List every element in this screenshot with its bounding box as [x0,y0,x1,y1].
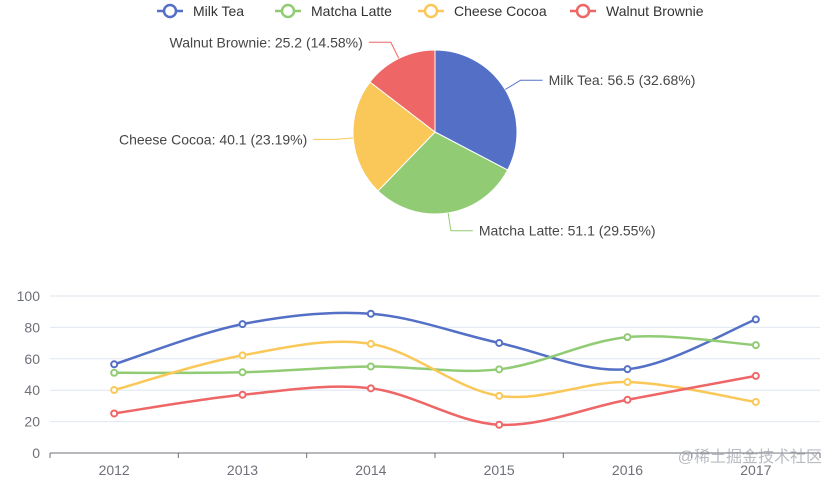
x-tick-label-2013: 2013 [227,462,258,478]
data-point-matcha-latte-2014[interactable] [366,362,375,371]
data-point-cheese-cocoa-2013[interactable] [238,351,247,360]
data-point-matcha-latte-2012[interactable] [110,368,119,377]
data-point-matcha-latte-2013[interactable] [238,368,247,377]
data-point-walnut-brownie-2013[interactable] [238,390,247,399]
data-point-cheese-cocoa-2012[interactable] [110,386,119,395]
data-point-walnut-brownie-2015[interactable] [495,420,504,429]
data-point-milk-tea-2016[interactable] [623,365,632,374]
data-point-cheese-cocoa-2016[interactable] [623,378,632,387]
y-tick-label-40: 40 [24,382,40,398]
data-point-matcha-latte-2016[interactable] [623,333,632,342]
pie-label-matcha-latte: Matcha Latte: 51.1 (29.55%) [479,223,656,239]
data-point-milk-tea-2017[interactable] [751,315,760,324]
series-cheese-cocoa [110,339,760,406]
y-tick-label-0: 0 [32,445,40,461]
data-point-cheese-cocoa-2017[interactable] [751,397,760,406]
pie-label-milk-tea: Milk Tea: 56.5 (32.68%) [549,72,696,88]
data-point-milk-tea-2013[interactable] [238,320,247,329]
data-point-walnut-brownie-2012[interactable] [110,409,119,418]
data-point-walnut-brownie-2016[interactable] [623,395,632,404]
series-line-cheese-cocoa [113,340,757,404]
watermark-text: @稀土掘金技术社区 [678,448,822,466]
data-point-cheese-cocoa-2015[interactable] [495,391,504,400]
pie-label-line-walnut-brownie [368,41,400,59]
pie-label-cheese-cocoa: Cheese Cocoa: 40.1 (23.19%) [119,131,307,147]
data-point-milk-tea-2015[interactable] [495,338,504,347]
data-point-walnut-brownie-2014[interactable] [366,384,375,393]
y-tick-label-60: 60 [24,351,40,367]
pie-label-line-cheese-cocoa [313,137,354,140]
data-point-walnut-brownie-2017[interactable] [751,371,760,380]
legend-item-cheese-cocoa[interactable]: Cheese Cocoa [418,3,547,19]
data-point-matcha-latte-2017[interactable] [751,341,760,350]
pie-labels: Milk Tea: 56.5 (32.68%) Matcha Latte: 51.… [119,34,695,238]
line-chart-axes: 0 20 40 60 80 100 2012 2013 2014 2015 2016 2017 [17,288,821,478]
y-tick-label-100: 100 [17,288,41,304]
legend-marker-milk-tea [162,3,178,19]
y-tick-label-80: 80 [24,319,40,335]
legend-label-walnut-brownie: Walnut Brownie [606,3,704,19]
line-chart-grid [50,295,820,423]
legend-label-matcha-latte: Matcha Latte [311,3,392,19]
legend-item-walnut-brownie[interactable]: Walnut Brownie [570,3,704,19]
pie-slice-milk-tea[interactable] [434,49,518,171]
legend-marker-walnut-brownie [575,3,591,19]
pie-chart [352,49,518,215]
legend: Milk Tea Matcha Latte Cheese Cocoa Walnut B… [157,3,704,19]
series-walnut-brownie [110,371,760,429]
pie-slice-matcha-latte[interactable] [377,131,509,215]
series-line-milk-tea [113,311,757,371]
data-point-milk-tea-2012[interactable] [110,360,119,369]
data-point-cheese-cocoa-2014[interactable] [366,339,375,348]
legend-marker-matcha-latte [280,3,296,19]
pie-slice-cheese-cocoa[interactable] [352,81,436,192]
x-tick-label-2016: 2016 [612,462,643,478]
legend-marker-cheese-cocoa [423,3,439,19]
pie-label-walnut-brownie: Walnut Brownie: 25.2 (14.58%) [170,34,363,50]
pie-label-line-matcha-latte [447,212,473,232]
data-point-matcha-latte-2015[interactable] [495,365,504,374]
x-tick-label-2012: 2012 [99,462,130,478]
series-line-walnut-brownie [113,374,757,427]
legend-label-milk-tea: Milk Tea [193,3,244,19]
x-tick-label-2017: 2017 [740,462,771,478]
pie-label-line-milk-tea [504,79,543,90]
pie-slice-walnut-brownie[interactable] [369,49,436,134]
legend-item-matcha-latte[interactable]: Matcha Latte [275,3,392,19]
x-tick-label-2015: 2015 [484,462,515,478]
series-milk-tea [110,309,760,374]
data-point-milk-tea-2014[interactable] [366,309,375,318]
legend-item-milk-tea[interactable]: Milk Tea [157,3,244,19]
legend-label-cheese-cocoa: Cheese Cocoa [454,3,547,19]
y-tick-label-20: 20 [24,414,40,430]
series-line-matcha-latte [114,334,756,375]
line-chart-series [110,309,760,429]
x-tick-label-2014: 2014 [355,462,386,478]
